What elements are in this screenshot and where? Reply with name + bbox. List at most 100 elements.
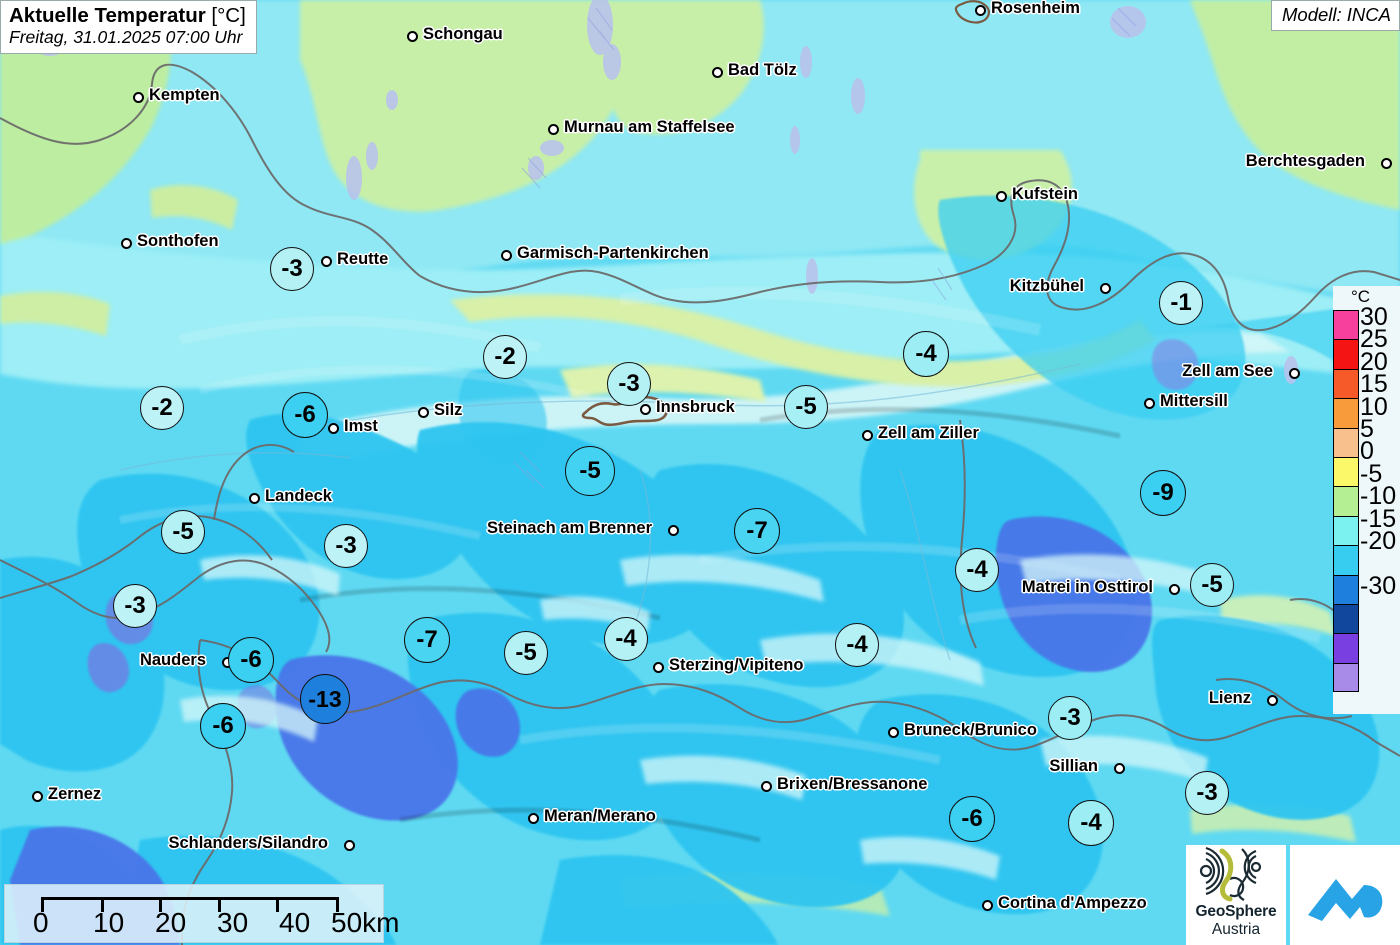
city-label: Sillian [1049, 757, 1098, 775]
temperature-marker[interactable]: -13 [300, 674, 350, 724]
colorbar-band-1 [1333, 339, 1359, 369]
city-dot-icon [862, 430, 873, 441]
city-dot-icon [32, 791, 43, 802]
city-dot-icon [1289, 368, 1300, 379]
city-dot-icon [982, 900, 993, 911]
temperature-marker[interactable]: -4 [604, 617, 648, 661]
city-dot-icon [528, 813, 539, 824]
temperature-marker[interactable]: -3 [1185, 771, 1229, 815]
temperature-marker[interactable]: -4 [835, 623, 879, 667]
scale-label-4: 40 [279, 907, 311, 938]
city-label: Meran/Merano [544, 807, 656, 825]
model-label: Modell: INCA [1282, 4, 1391, 25]
scale-tick-4 [276, 900, 280, 912]
scale-tick-1 [100, 900, 104, 912]
geosphere-name-line1: GeoSphere [1195, 903, 1277, 920]
temperature-colorbar: °C 30 25 20 15 10 5 0 -5 -10 -15 -20 -30 [1333, 286, 1400, 714]
city-dot-icon [668, 525, 679, 536]
temperature-marker[interactable]: -5 [565, 446, 615, 496]
temperature-marker[interactable]: -4 [903, 331, 949, 377]
city-dot-icon [501, 250, 512, 261]
city-label: Matrei in Osttirol [1021, 578, 1153, 596]
city-dot-icon [121, 238, 132, 249]
colorbar-unit-title: °C [1351, 287, 1371, 306]
colorbar-band-5 [1333, 456, 1359, 487]
scale-label-0: 0 [33, 907, 49, 938]
city-label: Silz [434, 401, 463, 419]
colorbar-band-0 [1333, 310, 1359, 340]
temperature-marker[interactable]: -1 [1159, 281, 1203, 325]
title-line: Aktuelle Temperatur [°C] [9, 4, 246, 27]
colorbar-tick-4: 10 [1360, 392, 1388, 421]
temperature-marker[interactable]: -3 [270, 247, 314, 291]
city-label: Zell am Ziller [878, 424, 979, 442]
city-dot-icon [996, 191, 1007, 202]
temperature-marker[interactable]: -6 [200, 703, 246, 749]
colorbar-bands [1333, 310, 1359, 693]
scale-label-2: 20 [155, 907, 187, 938]
city-dot-icon [1169, 584, 1180, 595]
colorbar-tick-6: 0 [1360, 437, 1374, 466]
temperature-marker[interactable]: -3 [1048, 696, 1092, 740]
colorbar-tick-0: 30 [1360, 303, 1388, 331]
scale-label-1: 10 [93, 907, 125, 938]
city-dot-icon [133, 92, 144, 103]
city-label: Murnau am Staffelsee [564, 118, 735, 136]
city-label: Sonthofen [137, 232, 219, 250]
temperature-marker[interactable]: -2 [483, 335, 527, 379]
colorbar-band-4 [1333, 427, 1359, 457]
model-label-box: Modell: INCA [1271, 0, 1400, 31]
colorbar-band-6 [1333, 486, 1359, 516]
city-dot-icon [407, 31, 418, 42]
city-label: Sterzing/Vipiteno [669, 656, 804, 674]
colorbar-band-10 [1333, 603, 1359, 634]
colorbar-tick-10: -20 [1360, 526, 1397, 555]
city-label: Bad Tölz [728, 61, 797, 79]
temperature-marker[interactable]: -5 [1190, 563, 1234, 607]
city-dot-icon [761, 781, 772, 792]
city-label: Rosenheim [991, 0, 1080, 17]
colorbar-tick-9: -15 [1360, 504, 1397, 533]
temperature-marker[interactable]: -7 [404, 617, 450, 663]
temperature-marker[interactable]: -6 [949, 796, 995, 842]
temperature-marker[interactable]: -3 [324, 524, 368, 568]
temperature-marker[interactable]: -3 [607, 362, 651, 406]
city-dot-icon [1267, 695, 1278, 706]
temperature-marker[interactable]: -2 [140, 386, 184, 430]
city-label: Brixen/Bressanone [777, 775, 928, 793]
temperature-marker[interactable]: -7 [734, 508, 780, 554]
city-dot-icon [888, 727, 899, 738]
city-label: Steinach am Brenner [486, 519, 652, 537]
map-title-box: Aktuelle Temperatur [°C] Freitag, 31.01.… [0, 0, 257, 54]
colorbar-band-3 [1333, 398, 1359, 428]
temperature-marker[interactable]: -5 [504, 631, 548, 675]
temperature-marker[interactable]: -4 [955, 548, 999, 592]
city-label: Berchtesgaden [1245, 152, 1365, 170]
colorbar-tick-1: 25 [1360, 325, 1388, 354]
temperature-marker[interactable]: -3 [113, 584, 157, 628]
city-label: Kitzbühel [1009, 277, 1084, 295]
colorbar-band-8 [1333, 545, 1359, 575]
city-label: Imst [344, 417, 378, 435]
blue-mountain-icon [1308, 879, 1383, 921]
temperature-marker[interactable]: -5 [784, 385, 828, 429]
city-label: Mittersill [1160, 392, 1228, 410]
city-label: Zernez [48, 785, 102, 803]
city-label: Innsbruck [656, 398, 735, 416]
temperature-marker[interactable]: -4 [1068, 800, 1114, 846]
scale-bar-line [41, 897, 339, 912]
temperature-marker[interactable]: -9 [1140, 470, 1186, 516]
geosphere-mark-icon [1199, 846, 1262, 902]
temperature-marker[interactable]: -5 [161, 510, 205, 554]
colorbar-band-2 [1333, 368, 1359, 399]
city-dot-icon [640, 404, 651, 415]
city-dot-icon [418, 407, 429, 418]
temperature-marker[interactable]: -6 [228, 637, 274, 683]
city-label: Garmisch-Partenkirchen [517, 244, 709, 262]
city-dot-icon [321, 256, 332, 267]
city-dot-icon [1144, 398, 1155, 409]
temperature-marker[interactable]: -6 [282, 392, 328, 438]
colorbar-tick-12: -30 [1360, 571, 1397, 600]
city-dot-icon [653, 662, 664, 673]
